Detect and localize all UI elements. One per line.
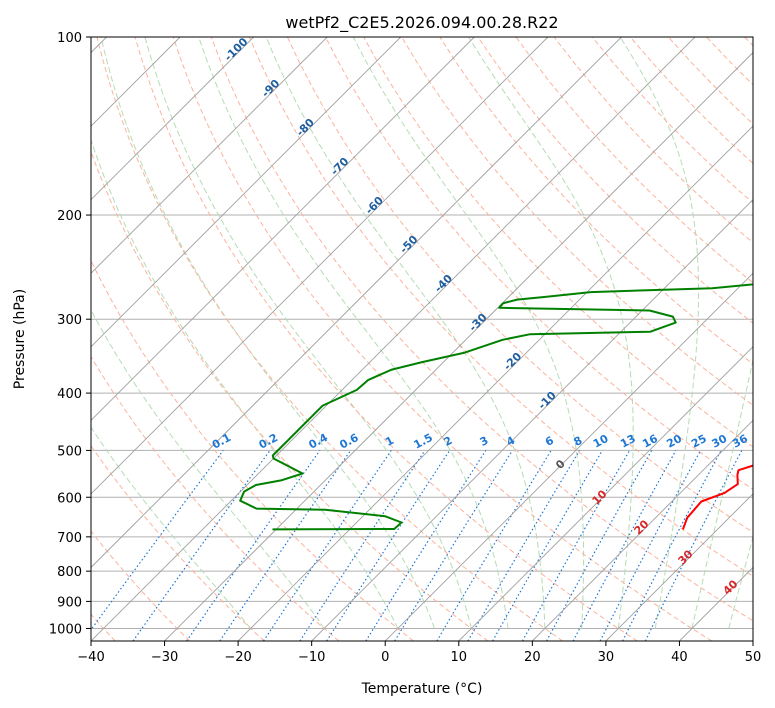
- isotherm-line: [311, 199, 753, 641]
- dry-adiabat-line: [91, 355, 340, 641]
- mixing-ratio-label: 10: [591, 432, 611, 451]
- mixing-ratio-line: [219, 450, 352, 641]
- mixing-ratio-label: 30: [710, 432, 730, 451]
- isotherm-line: [91, 37, 475, 421]
- isotherms: [91, 37, 753, 641]
- isotherm-line: [237, 125, 753, 641]
- moist-adiabat-line: [468, 37, 634, 629]
- isotherm-line: [605, 493, 753, 641]
- moist-adiabat-line: [352, 37, 585, 629]
- sounding-series: [239, 283, 753, 531]
- mixing-ratio-label: 25: [689, 432, 709, 451]
- dewpoint-profile: [239, 283, 753, 531]
- moist-adiabat-line: [619, 37, 700, 629]
- isotherm-line: [91, 37, 549, 495]
- moist-adiabat-line: [91, 138, 399, 629]
- dry-adiabat-line: [96, 37, 563, 641]
- mixing-ratio-line: [394, 450, 513, 641]
- dry-adiabat-line: [91, 444, 265, 641]
- dry-adiabat-line: [401, 37, 753, 406]
- mixing-ratio-lines: [91, 450, 743, 641]
- y-tick-label: 100: [57, 31, 82, 46]
- y-tick-label: 600: [57, 491, 82, 506]
- x-tick-label: −20: [224, 650, 251, 665]
- isotherm-line: [91, 37, 402, 348]
- y-tick-label: 300: [57, 313, 82, 328]
- moist-adiabat-line: [91, 426, 251, 629]
- isotherm-line: [91, 37, 622, 569]
- x-tick-label: 20: [524, 650, 541, 665]
- x-tick-label: −30: [151, 650, 178, 665]
- mixing-ratio-line: [546, 450, 653, 641]
- moist-adiabat-line: [198, 37, 509, 629]
- x-tick-label: 40: [671, 650, 688, 665]
- mixing-ratio-line: [326, 450, 451, 641]
- y-tick-label: 400: [57, 387, 82, 402]
- dry-adiabat-line: [134, 37, 638, 641]
- y-tick-label: 700: [57, 531, 82, 546]
- dry-adiabats: [91, 37, 753, 641]
- mixing-ratio-line: [644, 450, 743, 641]
- dry-adiabat-line: [325, 37, 753, 490]
- x-tick-label: −40: [77, 650, 104, 665]
- isotherm-line: [458, 346, 753, 641]
- mixing-ratio-line: [186, 450, 321, 641]
- mixing-ratio-label: 16: [640, 432, 660, 451]
- y-axis-label: Pressure (hPa): [12, 289, 28, 389]
- chart-title: wetPf2_C2E5.2026.094.00.28.R22: [285, 13, 558, 33]
- pressure-grid: [91, 37, 753, 629]
- x-tick-label: 30: [598, 650, 615, 665]
- mixing-ratio-line: [521, 450, 631, 641]
- mixing-ratio-line: [262, 450, 392, 641]
- moist-adiabat-line: [265, 37, 546, 629]
- mixing-ratio-line: [572, 450, 677, 641]
- moist-adiabat-line: [100, 37, 435, 629]
- x-tick-label: 0: [381, 650, 389, 665]
- dry-adiabat-line: [477, 37, 753, 324]
- mixing-ratio-line: [299, 450, 426, 641]
- mixing-ratio-label: 13: [618, 432, 638, 451]
- isotherm-line: [91, 37, 696, 641]
- y-tick-label: 500: [57, 444, 82, 459]
- mixing-ratio-label: 20: [664, 432, 684, 451]
- dry-adiabat-line: [91, 150, 489, 641]
- isotherm-line: [91, 37, 254, 201]
- moist-adiabats: [91, 37, 753, 629]
- y-tick-label: 1000: [49, 622, 82, 637]
- dry-adiabat-line: [91, 530, 191, 641]
- temperature-profile: [681, 464, 753, 530]
- y-tick-label: 200: [57, 209, 82, 224]
- mixing-ratio-line: [91, 450, 224, 631]
- y-tick-label: 900: [57, 595, 82, 610]
- dry-adiabat-line: [515, 37, 753, 284]
- x-axis-label: Temperature (°C): [361, 681, 483, 697]
- x-tick-label: −10: [298, 650, 325, 665]
- x-tick-label: 50: [745, 650, 762, 665]
- plot-frame: [90, 36, 754, 642]
- isotherm-line: [384, 272, 753, 641]
- y-axis: 100 200 300 400 500 600 700 800 900 1000: [49, 31, 91, 637]
- isotherm-line: [532, 419, 753, 641]
- dry-adiabat-line: [172, 37, 713, 641]
- dry-adiabat-line: [248, 37, 753, 577]
- dry-adiabat-line: [210, 37, 753, 622]
- y-tick-label: 800: [57, 565, 82, 580]
- isotherm-line: [164, 51, 753, 641]
- x-tick-label: 10: [451, 650, 468, 665]
- moist-adiabat-line: [691, 357, 753, 629]
- isotherm-line: [91, 37, 328, 274]
- mixing-ratio-label: 36: [730, 432, 750, 451]
- x-axis: −40 −30 −20 −10 0 10 20 30 40 50: [77, 641, 761, 665]
